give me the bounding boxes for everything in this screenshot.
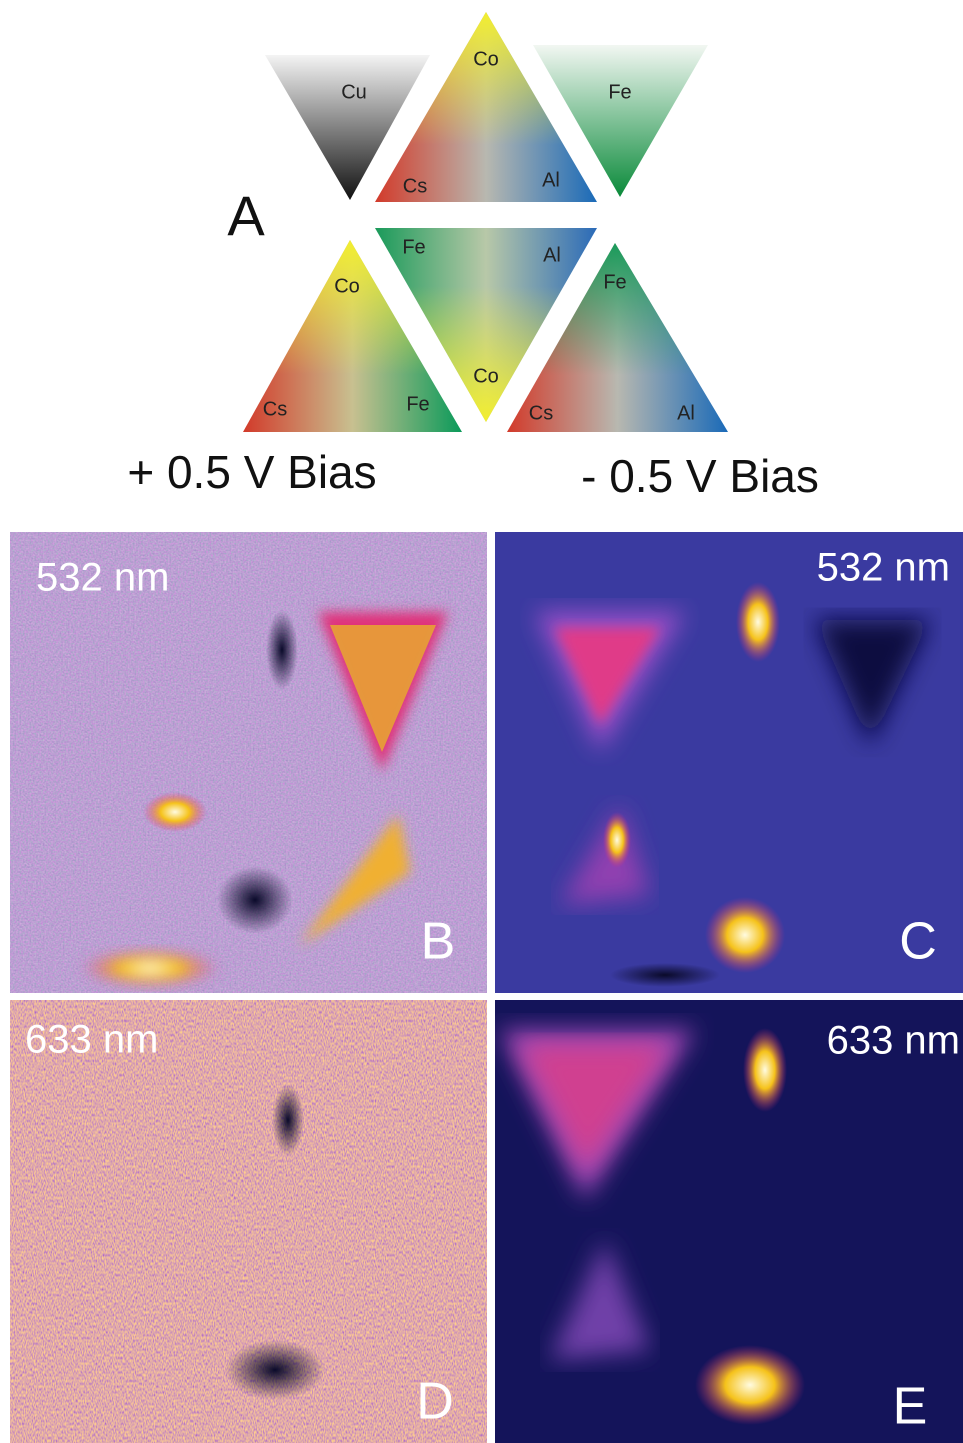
- triangle-label: Al: [677, 402, 695, 424]
- wavelength-label: 532 nm: [36, 556, 169, 600]
- triangle-label: Cs: [529, 402, 553, 424]
- wavelength-label: 633 nm: [827, 1019, 960, 1063]
- panel-label: B: [421, 913, 456, 971]
- triangle-shade: [375, 12, 597, 202]
- caption: + 0.5 V Bias: [127, 446, 376, 498]
- panel-label: C: [899, 913, 937, 971]
- triangle-label: Fe: [608, 81, 631, 103]
- image-panel: [10, 532, 487, 993]
- caption: - 0.5 V Bias: [581, 450, 819, 502]
- panel-label: A: [227, 184, 265, 247]
- panel-label: D: [416, 1373, 454, 1431]
- image-panel: [495, 1000, 963, 1443]
- triangle-label: Co: [334, 275, 360, 297]
- wavelength-label: 633 nm: [25, 1018, 158, 1062]
- figure: A + 0.5 V Bias - 0.5 V Bias: [0, 0, 963, 1443]
- triangle-label: Fe: [402, 236, 425, 258]
- triangle-label: Al: [543, 244, 561, 266]
- triangle-label: Co: [473, 48, 499, 70]
- triangle-label: Al: [542, 169, 560, 191]
- triangle-label: Cs: [403, 175, 427, 197]
- triangle-label: Cu: [341, 81, 367, 103]
- triangle-label: Co: [473, 365, 499, 387]
- wavelength-label: 532 nm: [817, 546, 950, 590]
- triangle-label: Cs: [263, 398, 287, 420]
- triangle-label: Fe: [603, 271, 626, 293]
- panel-label: E: [893, 1378, 928, 1436]
- image-panel: [495, 532, 963, 993]
- triangle-label: Fe: [406, 393, 429, 415]
